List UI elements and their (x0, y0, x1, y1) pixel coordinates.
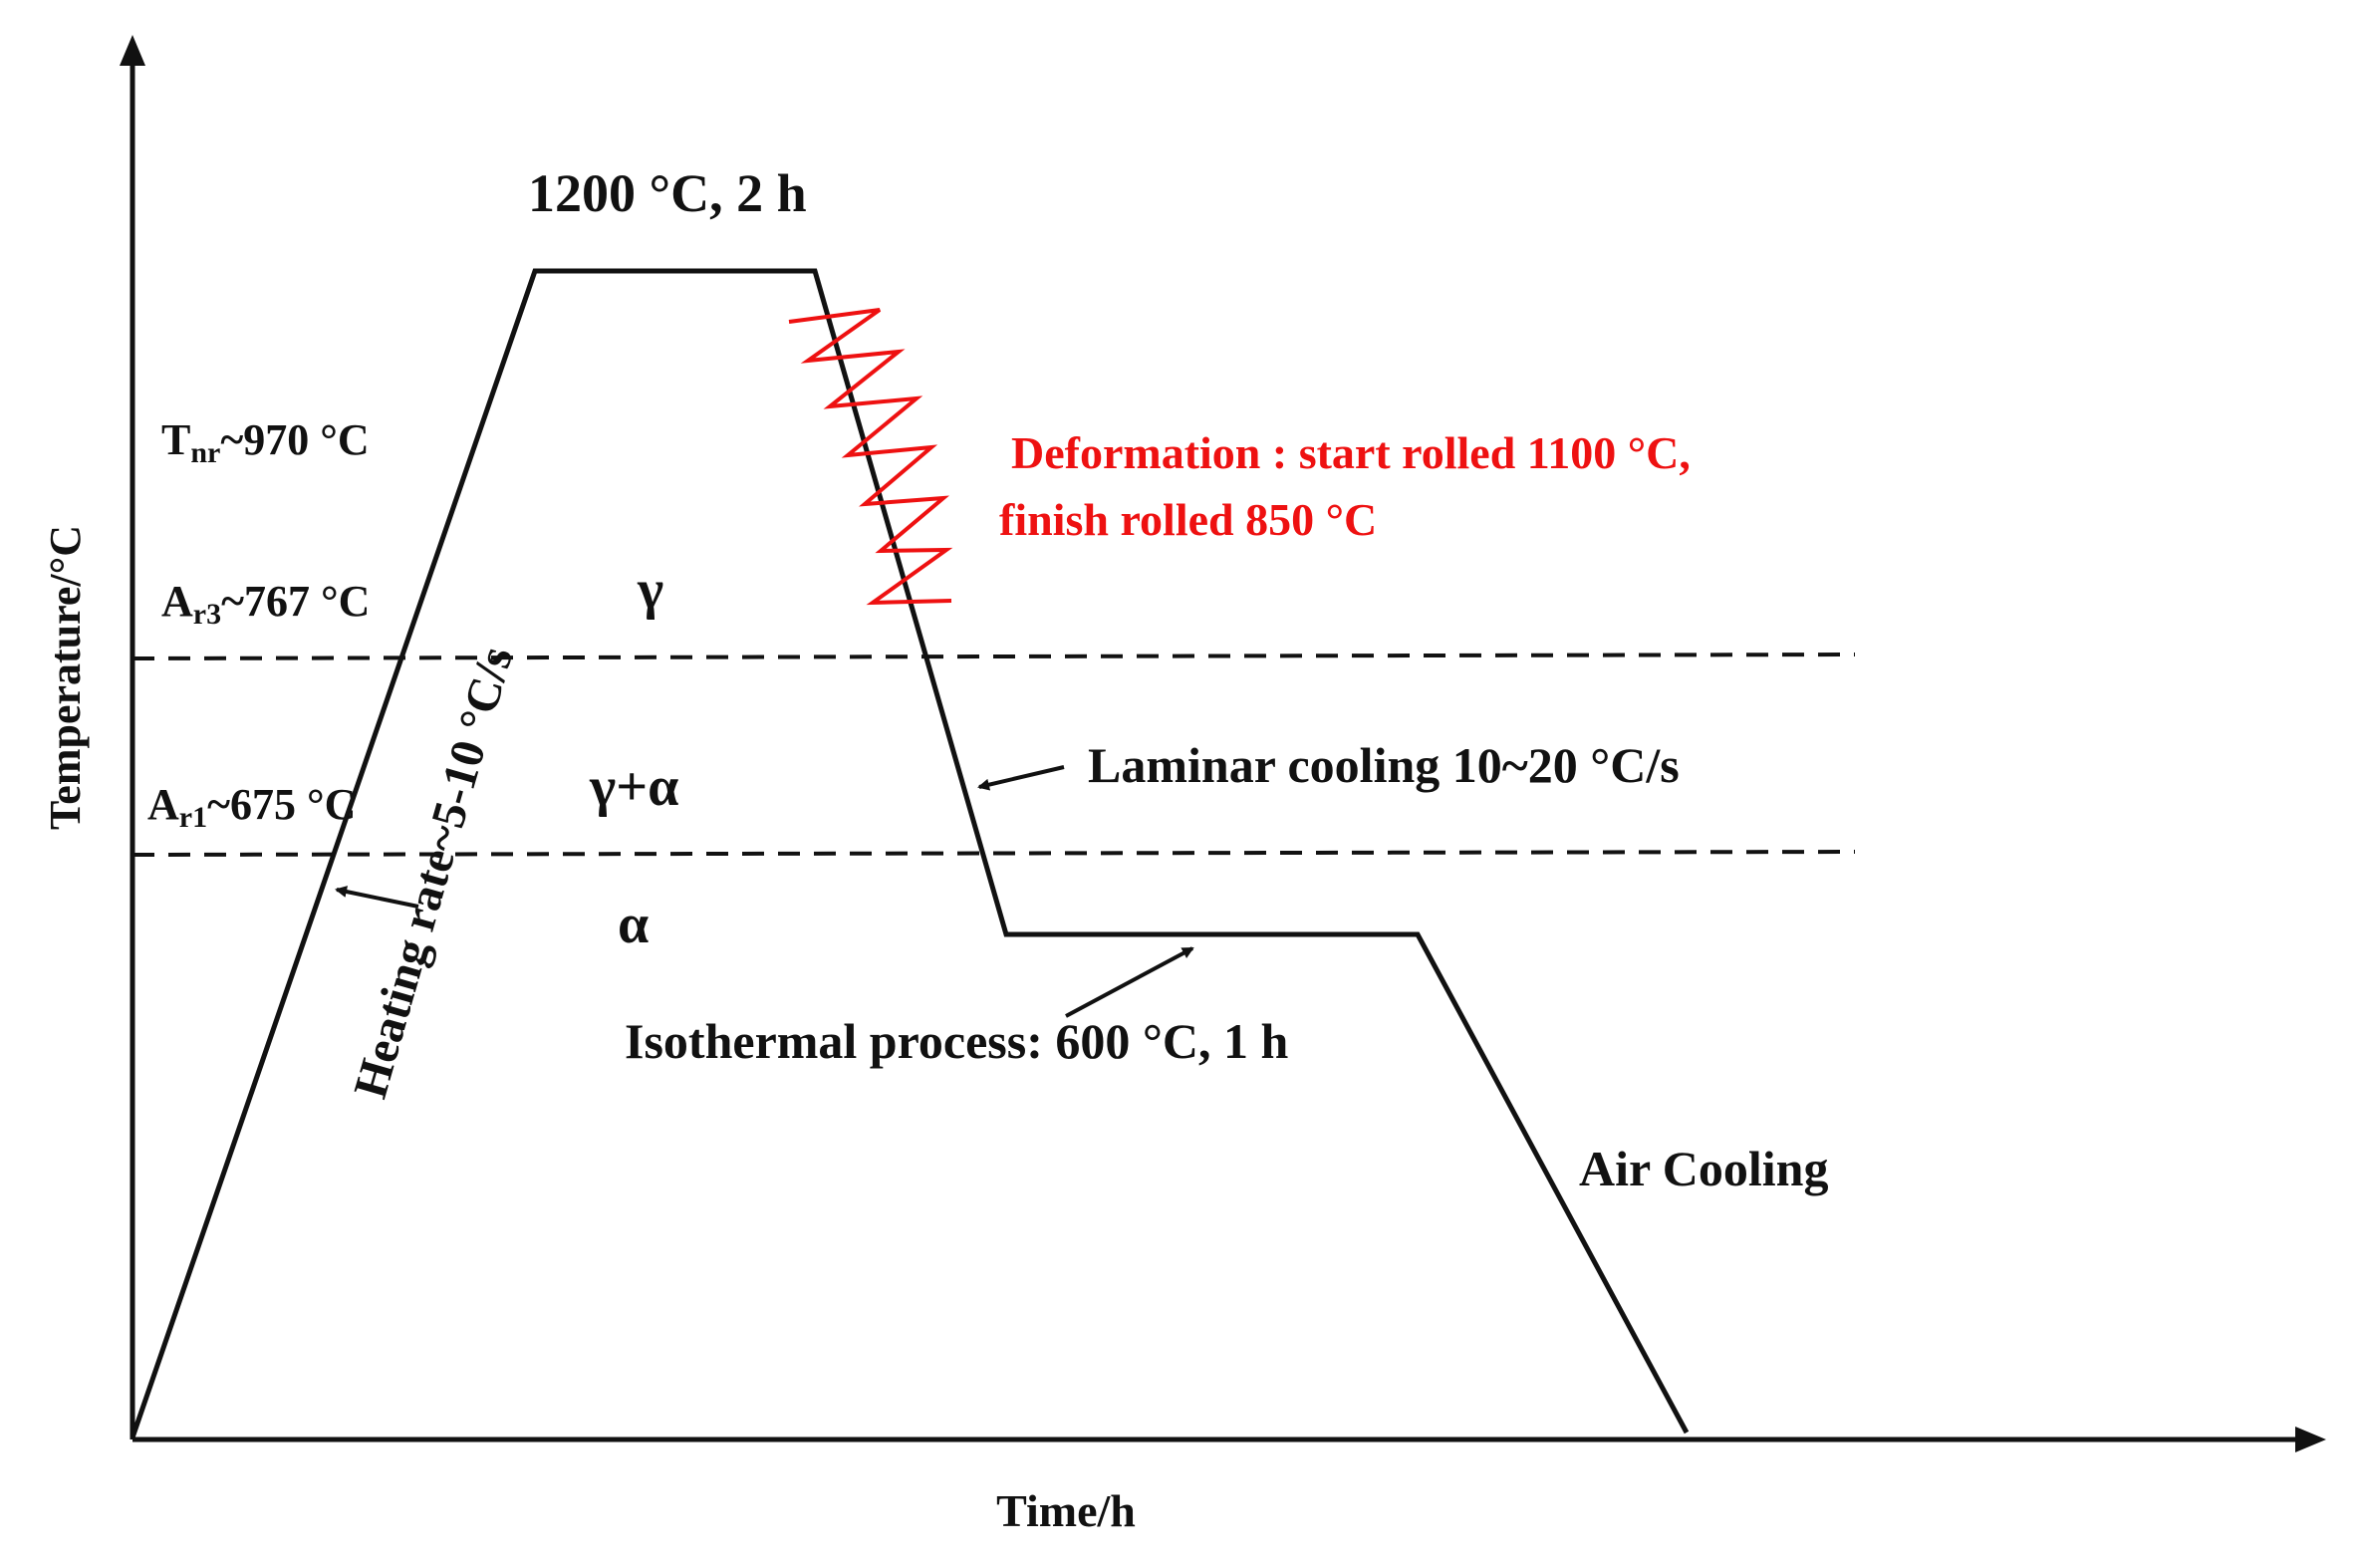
hold-temperature-label: 1200 °C, 2 h (528, 163, 807, 223)
laminar-cooling-arrow (977, 765, 1065, 791)
x-axis-arrow-icon (2295, 1427, 2326, 1452)
laminar-cooling-label: Laminar cooling 10~20 °C/s (1088, 737, 1680, 793)
deformation-label-line2: finish rolled 850 °C (999, 494, 1377, 545)
ar1-label: Ar1~675 °C (147, 780, 356, 834)
isothermal-label: Isothermal process: 600 °C, 1 h (625, 1013, 1288, 1069)
phase-gamma-label: γ (637, 559, 663, 621)
phase-alpha-label: α (618, 894, 649, 955)
deformation-zigzag (788, 308, 953, 606)
heating-rate-label: Heating rate~5-10 °C/s (344, 641, 523, 1104)
y-axis-arrow-icon (120, 35, 145, 66)
ar1-dashed-line (131, 850, 1856, 857)
tnr-label: Tnr~970 °C (161, 415, 370, 469)
air-cooling-label: Air Cooling (1579, 1141, 1829, 1196)
deformation-label-line1: Deformation : start rolled 1100 °C, (1011, 427, 1691, 478)
ar3-label: Ar3~767 °C (161, 577, 370, 631)
x-axis-label: Time/h (996, 1485, 1136, 1536)
heating-rate-arrow (335, 886, 419, 909)
ar3-dashed-line (131, 653, 1856, 660)
phase-gamma-alpha-label: γ+α (589, 756, 678, 818)
y-axis-label: Temperature/°C (41, 525, 90, 830)
isothermal-arrow (1065, 946, 1194, 1018)
